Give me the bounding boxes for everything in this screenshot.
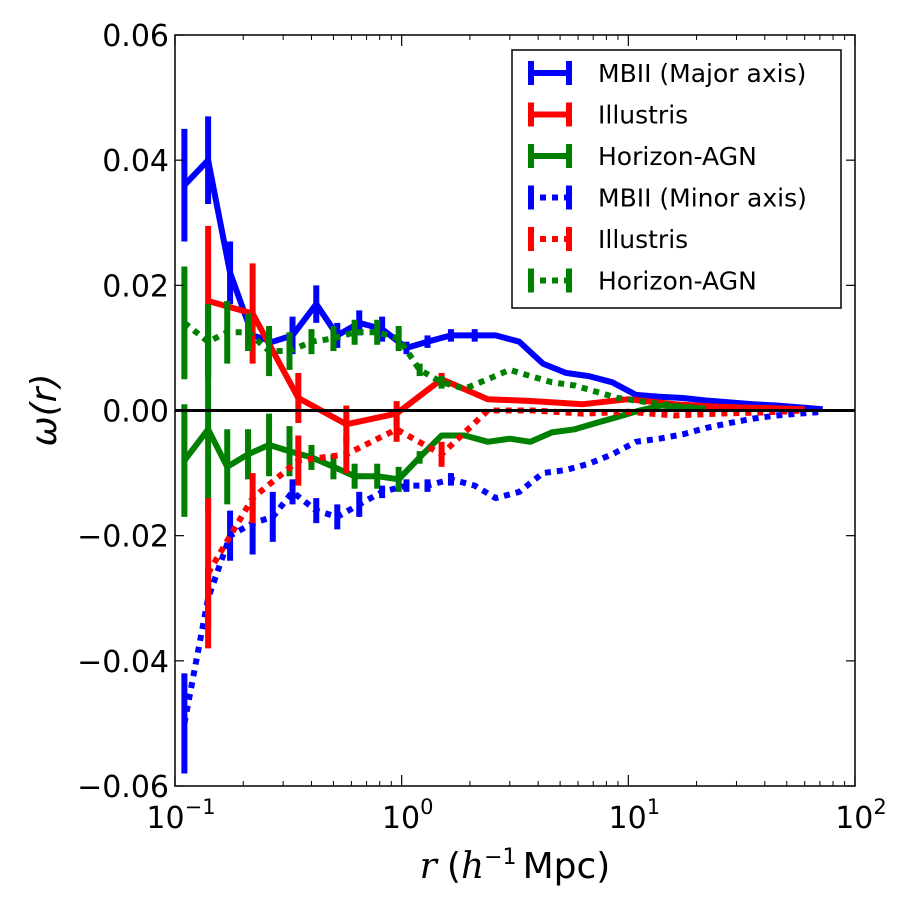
x-axis-title-unit: Mpc) — [523, 846, 611, 887]
x-tick-label: 100 — [382, 795, 434, 836]
legend-label: MBII (Major axis) — [598, 59, 806, 88]
legend-entry-1: Illustris — [528, 101, 688, 130]
y-tick-label: 0.02 — [102, 269, 169, 304]
y-tick-label: 0.04 — [102, 144, 169, 179]
legend-box — [511, 49, 842, 309]
legend-entry-0: MBII (Major axis) — [528, 59, 806, 88]
series-1-line — [207, 298, 805, 428]
y-tick-label: 0.00 — [102, 395, 169, 430]
series-3-line — [181, 408, 823, 724]
series-1 — [205, 225, 805, 444]
legend-label: Horizon-AGN — [598, 267, 757, 296]
x-axis-title: r (h−1 Mpc) — [420, 845, 611, 887]
y-tick-label: −0.02 — [77, 520, 169, 555]
x-tick-label: 102 — [835, 795, 887, 836]
y-tick-label: −0.04 — [77, 645, 169, 680]
series-2 — [181, 347, 707, 517]
x-axis-title-var: r — [420, 846, 439, 887]
y-axis-title: ω(r) — [24, 373, 65, 446]
series-layer — [181, 116, 823, 774]
y-tick-label: −0.06 — [77, 770, 169, 805]
legend-label: MBII (Minor axis) — [598, 184, 807, 213]
legend-entry-3: MBII (Minor axis) — [528, 184, 807, 213]
legend: MBII (Major axis) Illustris Horizon-AGN MBI… — [511, 49, 842, 309]
series-0-line — [182, 157, 823, 413]
legend-entry-5: Horizon-AGN — [528, 267, 757, 296]
legend-label: Illustris — [598, 225, 688, 254]
x-axis-title-paren: ( — [447, 846, 461, 887]
legend-entry-2: Horizon-AGN — [528, 142, 757, 171]
x-tick-label: 101 — [609, 795, 661, 836]
legend-label: Illustris — [598, 101, 688, 130]
legend-label: Horizon-AGN — [598, 142, 757, 171]
y-tick-label: 0.06 — [102, 19, 169, 54]
x-axis-title-exp: −1 — [484, 845, 516, 870]
series-5 — [181, 266, 707, 412]
x-axis-title-h: h — [461, 846, 484, 887]
legend-entry-4: Illustris — [528, 225, 688, 254]
x-tick-label: 10−1 — [146, 795, 215, 836]
